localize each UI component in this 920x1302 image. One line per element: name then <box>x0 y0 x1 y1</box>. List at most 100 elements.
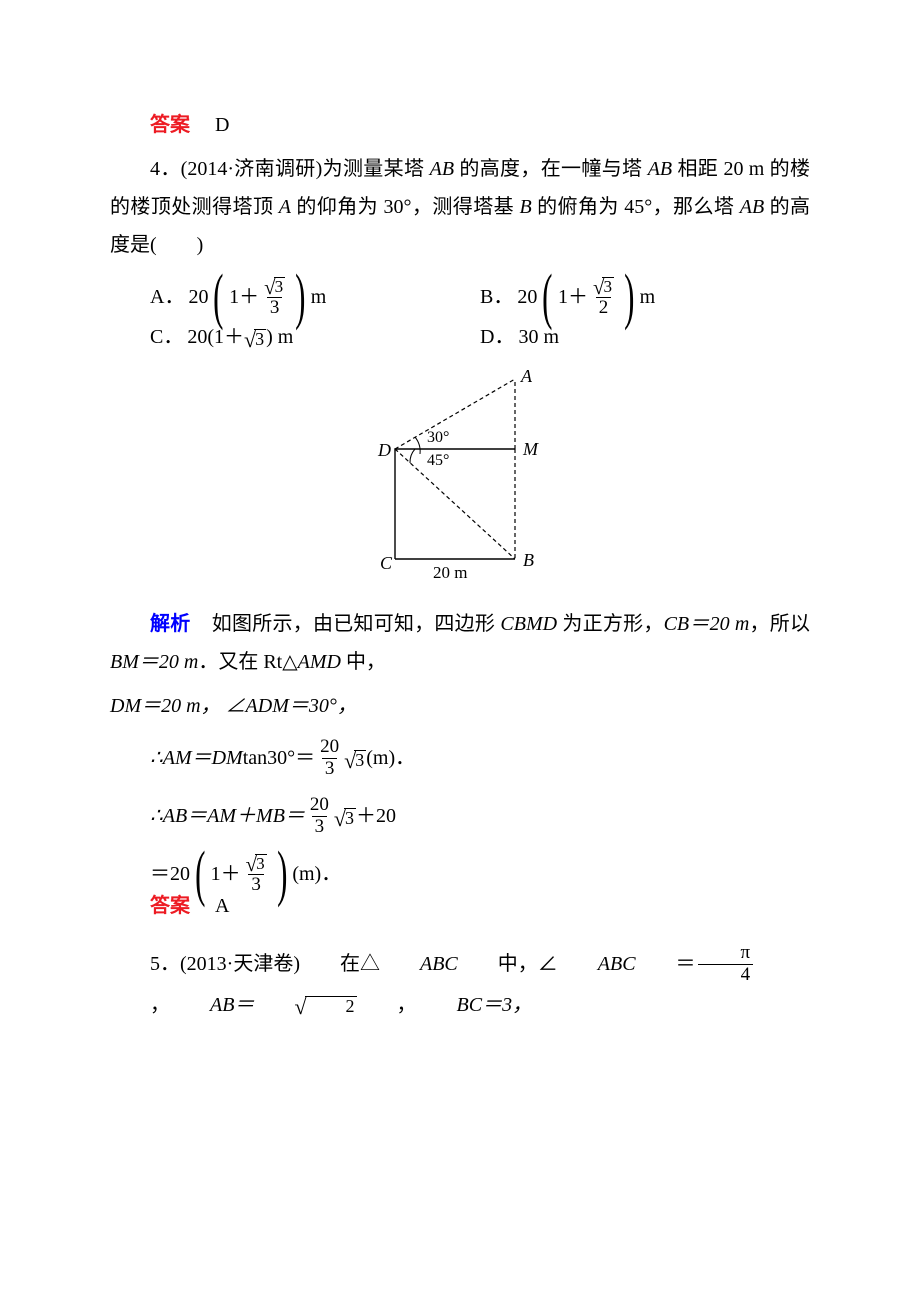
a4-eq1-root: 3 <box>354 750 366 771</box>
q4-b-frac: √3 2 <box>590 275 617 320</box>
q5-4: 4 <box>698 964 754 986</box>
a4-eq3-pre: ＝20 <box>150 855 190 893</box>
q4-a-expr: 20 ( 1 ＋ √3 3 ) m <box>188 272 326 322</box>
q5-pi4: π 4 <box>698 943 754 986</box>
q4-b-root3: 3 <box>602 277 614 297</box>
q4-b-lparen: ( <box>543 272 553 322</box>
q4-a-frac: √3 3 <box>261 275 288 320</box>
a4-eq3-frac: √3 3 <box>243 852 270 897</box>
a4-line2-text: DM＝20 m， ∠ADM＝30°， <box>110 695 357 717</box>
a4-eq3: ＝20 ( 1 ＋ √3 3 ) (m)． <box>110 847 810 901</box>
q5-pi: π <box>698 943 754 964</box>
a4-BM: BM＝20 m <box>110 651 198 673</box>
a4-eq3-plus: ＋ <box>221 855 241 893</box>
a4-t1: 如图所示，由已知可知，四边形 <box>212 613 501 635</box>
q4-AB3: AB <box>740 196 764 218</box>
q4-b-expr: 20 ( 1 ＋ √3 2 ) m <box>517 272 655 322</box>
q4-a-rparen: ) <box>295 272 305 322</box>
a4-t2: 为正方形， <box>557 613 663 635</box>
q5-eq: ＝ <box>636 945 696 983</box>
a4-t5: 中， <box>341 651 386 673</box>
q4-t1: 为测量某塔 <box>322 158 429 180</box>
q4-a-lparen: ( <box>214 272 224 322</box>
a4-eq3-den: 3 <box>248 874 264 896</box>
q4-opt-c: C． 20(1＋ √3 ) m <box>150 322 480 352</box>
q4-d-text: 30 m <box>518 322 559 352</box>
a4-eq2-plus: ＋20 <box>356 797 396 835</box>
q4-stem: 4．(2014·济南调研)为测量某塔 AB 的高度，在一幢与塔 AB 相距 20… <box>110 150 810 264</box>
a4-AMD: AMD <box>298 651 341 673</box>
answer-3-label: 答案 <box>150 114 190 136</box>
fig-20m: 20 m <box>433 563 467 582</box>
fig-A: A <box>520 366 533 386</box>
q4-t4: 的仰角为 30°，测得塔基 <box>291 196 519 218</box>
a4-CB: CB＝20 m <box>664 613 750 635</box>
q5-t1: 在△ <box>300 945 380 983</box>
a4-eq2-pre: ∴AB＝AM＋MB＝ <box>150 797 305 835</box>
fig-45: 45° <box>427 452 449 469</box>
q4-opt-b: B． 20 ( 1 ＋ √3 2 ) m <box>480 272 810 322</box>
q4-c-post: ) m <box>266 322 293 352</box>
a4-line2: DM＝20 m， ∠ADM＝30°， <box>110 687 810 725</box>
q4-A: A <box>279 196 291 218</box>
q5-stem: 5．(2013·天津卷) 在△ ABC 中，∠ ABC ＝ π 4 ， AB＝ … <box>110 943 810 1024</box>
q4-b-plus: ＋ <box>568 278 588 316</box>
a4-eq1-unit: (m)． <box>366 739 415 777</box>
q4-figure: A M B C D 30° 45° 20 m <box>110 364 810 597</box>
fig-C: C <box>380 553 393 573</box>
q4-a-1: 1 <box>229 278 239 316</box>
fig-B: B <box>523 550 534 570</box>
a4-eq1: ∴AM＝DM tan30°＝ 20 3 √3 (m)． <box>110 731 810 785</box>
q4-b-den2: 2 <box>596 297 612 319</box>
q4-AB1: AB <box>430 158 454 180</box>
q4-t2: 的高度，在一幢与塔 <box>454 158 648 180</box>
answer-3-line: 答案 D <box>110 106 810 144</box>
q5-ABC2: ABC <box>558 945 636 983</box>
q5-BC: BC＝3， <box>417 986 533 1024</box>
a4-eq2-num: 20 <box>307 795 332 816</box>
a4-eq3-unit: (m)． <box>292 855 341 893</box>
q4-b-label: B． <box>480 272 513 322</box>
a4-CBMD: CBMD <box>500 613 557 635</box>
q4-number: 4．(2014·济南调研) <box>150 158 322 180</box>
q4-AB2: AB <box>648 158 672 180</box>
a4-eq1-den: 3 <box>322 758 338 780</box>
analysis4-label: 解析 <box>150 613 191 635</box>
q5-comma1: ， <box>110 986 170 1024</box>
a4-eq2-frac: 20 3 <box>307 795 332 838</box>
q5-AB: AB＝ <box>170 986 254 1024</box>
a4-eq2: ∴AB＝AM＋MB＝ 20 3 √3 ＋20 <box>110 789 810 843</box>
q4-a-unit: m <box>311 278 327 316</box>
q4-a-plus: ＋ <box>239 278 259 316</box>
fig-30: 30° <box>427 429 449 446</box>
q4-d-label: D． <box>480 322 514 352</box>
q4-b-unit: m <box>640 278 656 316</box>
q4-opt-a: A． 20 ( 1 ＋ √3 3 ) m <box>150 272 480 322</box>
q4-c-expr: 20(1＋ √3 ) m <box>187 322 293 352</box>
a4-eq2-root: 3 <box>344 808 356 829</box>
q4-b-rparen: ) <box>624 272 634 322</box>
q4-options-row1: A． 20 ( 1 ＋ √3 3 ) m B． 20 ( 1 ＋ <box>110 272 810 322</box>
q4-b-20: 20 <box>517 278 537 316</box>
answer-3-value: D <box>215 114 229 136</box>
q4-a-label: A． <box>150 272 184 322</box>
q5-comma2: ， <box>357 986 417 1024</box>
a4-t4: ．又在 Rt△ <box>198 651 297 673</box>
q4-B: B <box>519 196 531 218</box>
q5-ABC: ABC <box>380 945 458 983</box>
fig-M: M <box>522 439 539 459</box>
a4-eq3-root: 3 <box>255 854 267 874</box>
q4-a-20: 20 <box>188 278 208 316</box>
q4-c-label: C． <box>150 322 183 352</box>
a4-eq1-pre: ∴AM＝DM <box>150 739 243 777</box>
a4-eq1-frac: 20 3 <box>317 737 342 780</box>
q5-number: 5．(2013·天津卷) <box>110 945 300 983</box>
a4-eq2-den: 3 <box>312 816 328 838</box>
a4-t3: ，所以 <box>749 613 810 635</box>
q4-c-root3: 3 <box>254 329 266 350</box>
q4-b-1: 1 <box>558 278 568 316</box>
q4-t5: 的俯角为 45°，那么塔 <box>532 196 740 218</box>
a4-eq1-tan: tan30°＝ <box>243 739 315 777</box>
a4-eq3-rp: ) <box>277 849 287 899</box>
q4-a-root3: 3 <box>274 277 286 297</box>
